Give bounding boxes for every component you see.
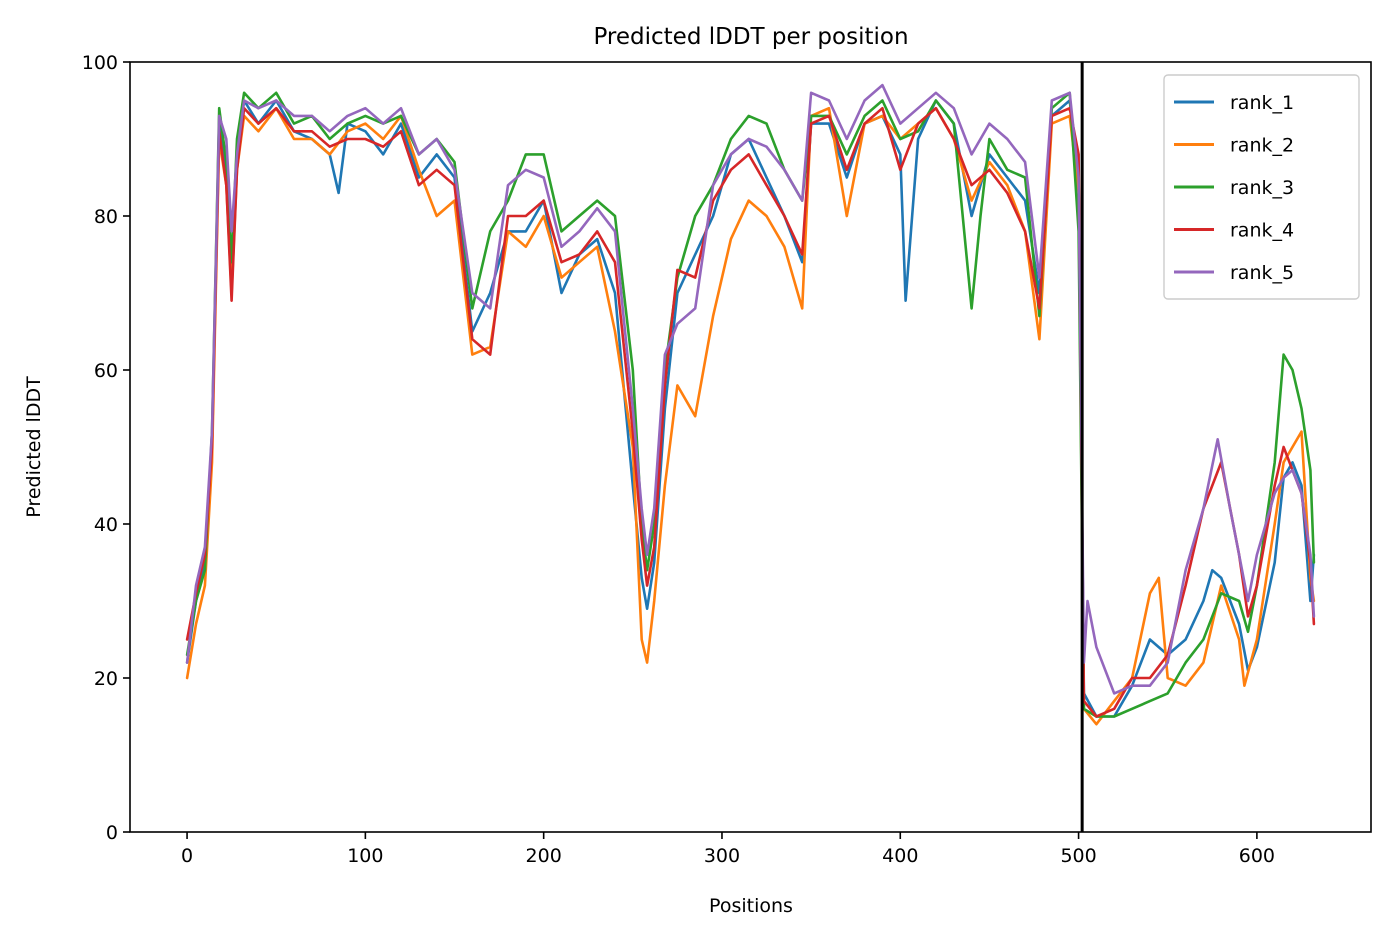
legend-label-rank-3: rank_3: [1230, 177, 1294, 199]
chart-title: Predicted lDDT per position: [593, 24, 908, 50]
y-tick-label: 40: [94, 514, 118, 536]
x-tick-label: 0: [181, 845, 193, 867]
x-tick-label: 500: [1060, 845, 1096, 867]
y-tick-label: 20: [94, 668, 118, 690]
y-tick-label: 100: [82, 52, 118, 74]
x-tick-label: 300: [704, 845, 740, 867]
legend-label-rank-2: rank_2: [1230, 135, 1294, 157]
legend-label-rank-4: rank_4: [1230, 220, 1294, 242]
x-axis-label: Positions: [709, 895, 793, 917]
series-line-rank-2: [185, 106, 1316, 726]
plot-area: [185, 62, 1316, 832]
y-tick-label: 80: [94, 206, 118, 228]
legend: rank_1 rank_2 rank_3 rank_4 rank_5: [1163, 74, 1360, 300]
series-line-rank-5: [185, 83, 1316, 695]
x-tick-label: 400: [882, 845, 918, 867]
x-tick-label: 600: [1239, 845, 1275, 867]
legend-box: [1163, 74, 1360, 300]
x-tick-label: 100: [347, 845, 383, 867]
legend-label-rank-1: rank_1: [1230, 92, 1294, 114]
series-line-rank-4: [185, 106, 1316, 718]
y-tick-label: 60: [94, 360, 118, 382]
x-tick-label: 200: [526, 845, 562, 867]
series-line-rank-3: [185, 91, 1316, 718]
y-axis-label: Predicted lDDT: [23, 376, 45, 518]
axes: 0 100 200 300 400 500 600 0 20 40 60 80 100: [82, 52, 1372, 867]
y-tick-label: 0: [106, 822, 118, 844]
axes-frame: [129, 61, 1372, 833]
legend-label-rank-5: rank_5: [1230, 262, 1294, 284]
